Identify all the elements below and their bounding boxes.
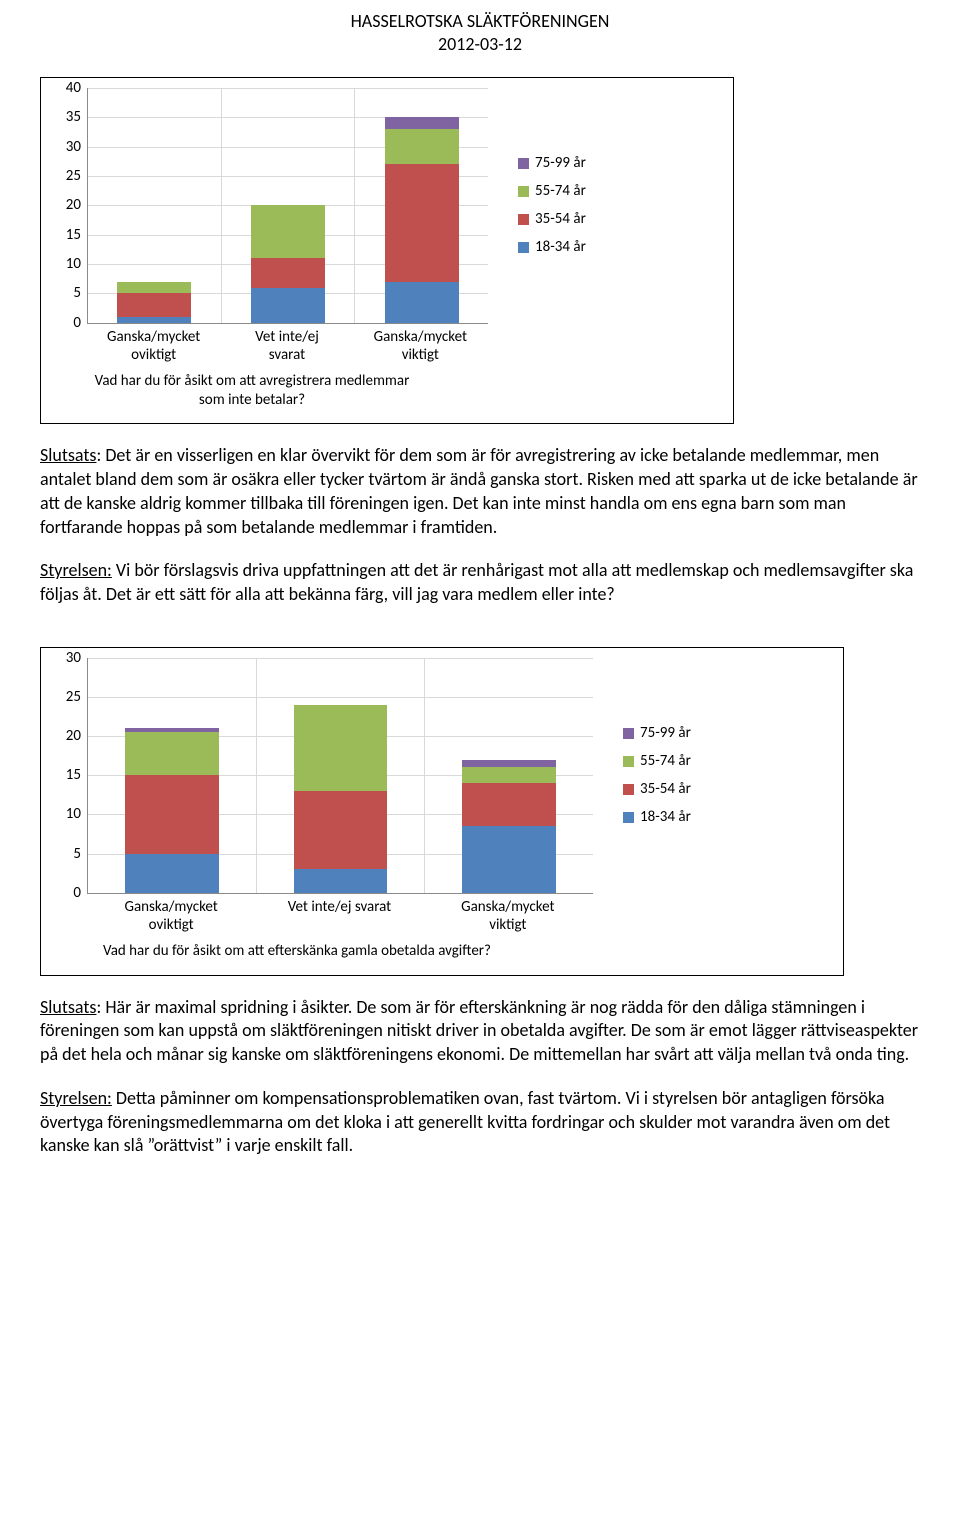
bar-segment — [385, 282, 459, 323]
category-slot — [88, 658, 257, 893]
styrelsen-2-label: Styrelsen: — [40, 1087, 112, 1109]
bar-segment — [462, 783, 556, 826]
legend-item: 75-99 år — [518, 154, 586, 172]
legend-item: 55-74 år — [623, 752, 691, 770]
legend-item: 18-34 år — [623, 808, 691, 826]
bar-segment — [462, 760, 556, 768]
bar-segment — [385, 117, 459, 129]
legend-swatch — [518, 186, 529, 197]
category-slot — [257, 658, 426, 893]
bar-segment — [117, 317, 191, 323]
bar-segment — [294, 869, 388, 893]
slutsats-2: Slutsats: Här är maximal spridning i åsi… — [40, 996, 920, 1067]
header-line2: 2012-03-12 — [40, 33, 920, 56]
styrelsen-2-text: Detta påminner om kompensationsproblemat… — [40, 1087, 890, 1157]
bars-row — [88, 88, 488, 323]
legend-label: 75-99 år — [535, 154, 586, 172]
legend-label: 35-54 år — [535, 210, 586, 228]
plot-column: 4035302520151050Ganska/mycketoviktigtVet… — [57, 88, 488, 410]
header-line1: HASSELROTSKA SLÄKTFÖRENINGEN — [40, 10, 920, 33]
legend-item: 75-99 år — [623, 724, 691, 742]
bar-segment — [251, 258, 325, 287]
legend: 75-99 år 55-74 år 35-54 år 18-34 år — [623, 658, 691, 893]
chart-avregistrera: 4035302520151050Ganska/mycketoviktigtVet… — [40, 77, 734, 425]
legend-label: 35-54 år — [640, 780, 691, 798]
bar-segment — [251, 205, 325, 258]
bar-stack — [462, 760, 556, 893]
bar-segment — [462, 826, 556, 893]
slutsats-1-label: Slutsats — [40, 444, 96, 466]
plot-area — [87, 88, 488, 324]
styrelsen-2: Styrelsen: Detta påminner om kompensatio… — [40, 1087, 920, 1158]
legend-item: 18-34 år — [518, 238, 586, 256]
legend-label: 18-34 år — [535, 238, 586, 256]
legend-label: 55-74 år — [535, 182, 586, 200]
legend-label: 18-34 år — [640, 808, 691, 826]
bar-segment — [385, 164, 459, 282]
bar-stack — [117, 282, 191, 323]
bar-segment — [125, 732, 219, 775]
legend: 75-99 år 55-74 år 35-54 år 18-34 år — [518, 88, 586, 323]
legend-label: 75-99 år — [640, 724, 691, 742]
chart-body: 302520151050Ganska/mycketoviktigtVet int… — [57, 658, 827, 961]
page: HASSELROTSKA SLÄKTFÖRENINGEN 2012-03-12 … — [0, 0, 960, 1198]
slutsats-1-text: : Det är en visserligen en klar övervikt… — [40, 444, 918, 537]
x-axis-labels: Ganska/mycketoviktigtVet inte/ej svaratG… — [87, 898, 592, 934]
bars-row — [88, 658, 593, 893]
y-axis: 302520151050 — [57, 658, 87, 893]
category-slot — [355, 88, 488, 323]
x-label: Ganska/mycketoviktigt — [87, 898, 255, 934]
plot-column: 302520151050Ganska/mycketoviktigtVet int… — [57, 658, 593, 961]
bar-segment — [385, 129, 459, 164]
legend-item: 55-74 år — [518, 182, 586, 200]
bar-segment — [117, 293, 191, 317]
chart-title: Vad har du för åsikt om att efterskänka … — [87, 942, 507, 961]
legend-swatch — [518, 214, 529, 225]
y-axis: 4035302520151050 — [57, 88, 87, 323]
bar-segment — [294, 791, 388, 869]
chart-body: 4035302520151050Ganska/mycketoviktigtVet… — [57, 88, 717, 410]
legend-swatch — [518, 158, 529, 169]
x-axis-labels: Ganska/mycketoviktigtVet inte/ejsvaratGa… — [87, 328, 487, 364]
category-slot — [88, 88, 222, 323]
legend-swatch — [623, 756, 634, 767]
bar-segment — [117, 282, 191, 294]
legend-swatch — [518, 242, 529, 253]
legend-swatch — [623, 728, 634, 739]
legend-swatch — [623, 812, 634, 823]
page-header: HASSELROTSKA SLÄKTFÖRENINGEN 2012-03-12 — [40, 10, 920, 57]
styrelsen-1: Styrelsen: Vi bör förslagsvis driva uppf… — [40, 559, 920, 607]
styrelsen-1-text: Vi bör förslagsvis driva uppfattningen a… — [40, 559, 913, 605]
chart-efterskanka: 302520151050Ganska/mycketoviktigtVet int… — [40, 647, 844, 976]
legend-item: 35-54 år — [623, 780, 691, 798]
x-label: Vet inte/ej svarat — [255, 898, 423, 934]
slutsats-1: Slutsats: Det är en visserligen en klar … — [40, 444, 920, 539]
bar-segment — [462, 767, 556, 783]
legend-item: 35-54 år — [518, 210, 586, 228]
slutsats-2-text: : Här är maximal spridning i åsikter. De… — [40, 996, 918, 1066]
category-slot — [222, 88, 356, 323]
plot-row: 4035302520151050 — [57, 88, 488, 324]
x-label: Ganska/mycketviktigt — [354, 328, 487, 364]
x-label: Ganska/mycketviktigt — [424, 898, 592, 934]
bar-stack — [385, 117, 459, 323]
bar-segment — [294, 705, 388, 791]
legend-label: 55-74 år — [640, 752, 691, 770]
bar-stack — [294, 705, 388, 893]
chart-title: Vad har du för åsikt om att avregistrera… — [87, 372, 417, 410]
plot-area — [87, 658, 593, 894]
slutsats-2-label: Slutsats — [40, 996, 96, 1018]
x-label: Vet inte/ejsvarat — [220, 328, 353, 364]
bar-segment — [125, 854, 219, 893]
bar-segment — [125, 775, 219, 853]
plot-row: 302520151050 — [57, 658, 593, 894]
bar-stack — [125, 728, 219, 892]
category-slot — [425, 658, 593, 893]
styrelsen-1-label: Styrelsen: — [40, 559, 112, 581]
bar-stack — [251, 205, 325, 323]
legend-swatch — [623, 784, 634, 795]
bar-segment — [251, 288, 325, 323]
x-label: Ganska/mycketoviktigt — [87, 328, 220, 364]
